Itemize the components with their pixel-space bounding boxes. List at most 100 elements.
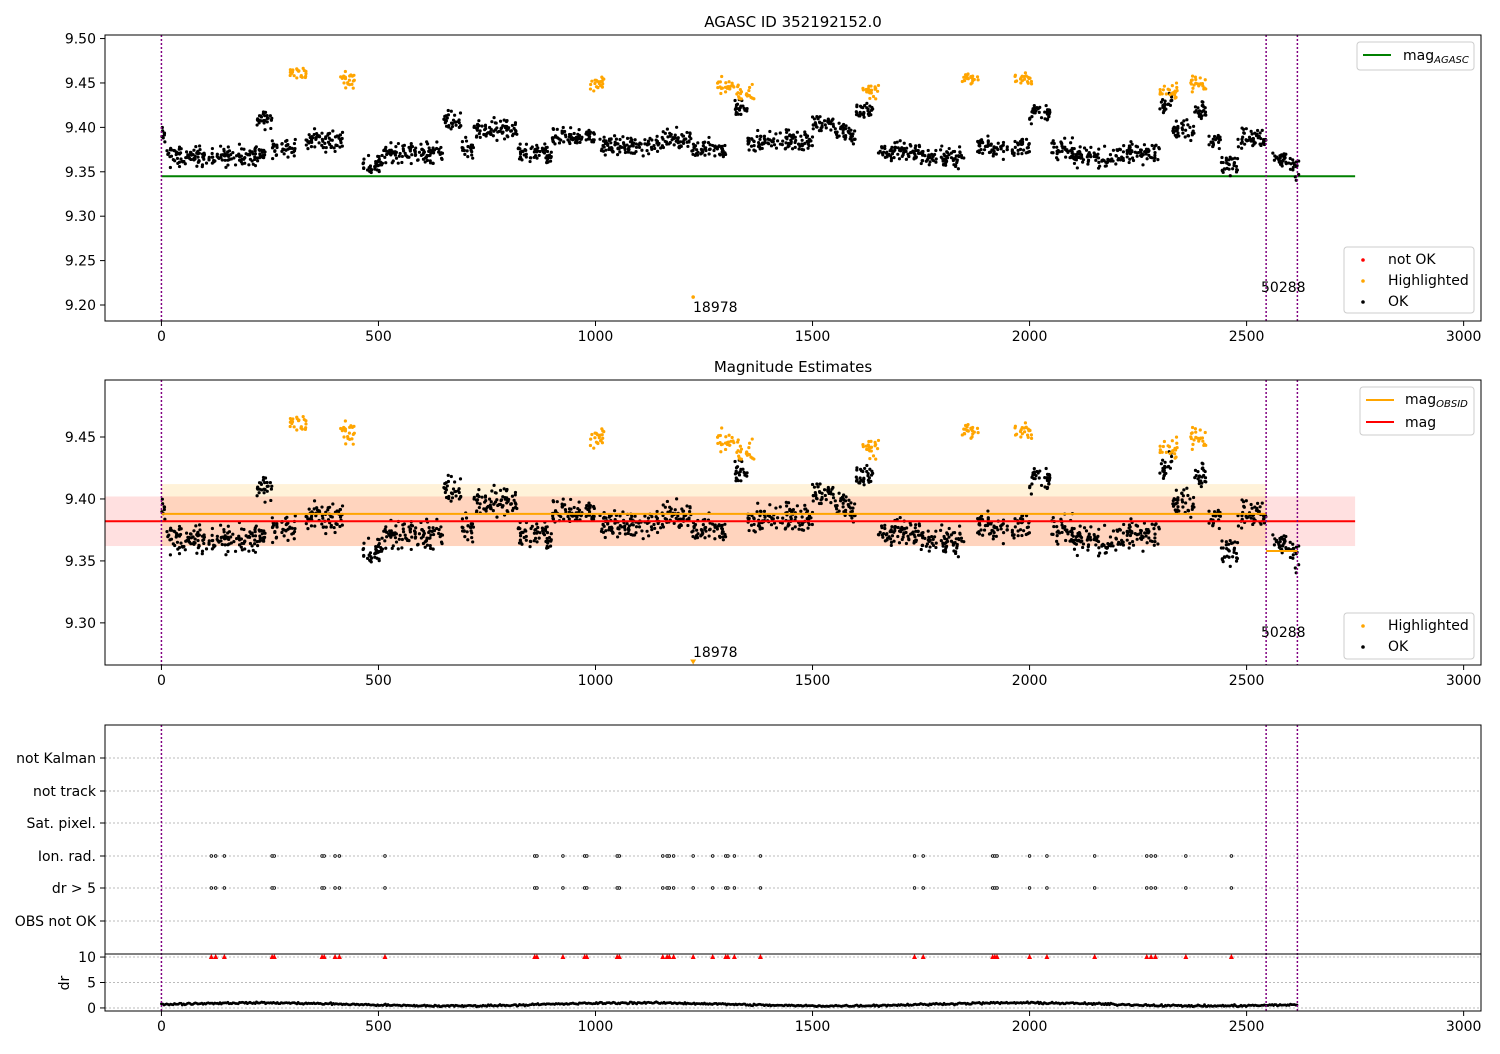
ok-point <box>1026 526 1029 529</box>
ok-point <box>163 506 166 509</box>
ok-point <box>176 157 179 160</box>
ok-point <box>785 131 788 134</box>
ok-point <box>618 138 621 141</box>
ok-point <box>425 140 428 143</box>
ok-point <box>934 546 937 549</box>
ok-point <box>692 529 695 532</box>
ok-point <box>339 139 342 142</box>
highlighted-point <box>1030 82 1033 85</box>
ok-point <box>677 136 680 139</box>
ok-point <box>787 144 790 147</box>
ok-point <box>447 474 450 477</box>
ok-point <box>440 157 443 160</box>
ok-point <box>201 165 204 168</box>
ok-point <box>196 534 199 537</box>
ok-point <box>1020 515 1023 518</box>
ok-point <box>1242 500 1245 503</box>
ok-point <box>1129 517 1132 520</box>
highlighted-point <box>866 448 869 451</box>
highlighted-point <box>751 437 754 440</box>
ok-point <box>1047 482 1050 485</box>
ok-point <box>461 140 464 143</box>
ok-point <box>686 524 689 527</box>
highlighted-point <box>716 82 719 85</box>
ok-point <box>709 528 712 531</box>
ok-point <box>679 523 682 526</box>
ok-point <box>1211 141 1214 144</box>
ok-point <box>1083 146 1086 149</box>
ok-point <box>789 515 792 518</box>
ok-point <box>834 499 837 502</box>
flag-event-marker <box>273 855 276 858</box>
ok-point <box>722 149 725 152</box>
ok-point <box>558 141 561 144</box>
ok-point <box>263 128 266 131</box>
ok-point <box>1109 535 1112 538</box>
ok-point <box>1128 530 1131 533</box>
ok-point <box>986 509 989 512</box>
ok-point <box>269 481 272 484</box>
highlighted-point <box>301 428 304 431</box>
highlighted-point <box>1173 452 1176 455</box>
ok-point <box>797 528 800 531</box>
ok-point <box>801 515 804 518</box>
ok-point <box>935 542 938 545</box>
highlighted-point <box>874 97 877 100</box>
highlighted-point <box>1165 92 1168 95</box>
ok-point <box>1017 152 1020 155</box>
ok-point <box>1228 168 1231 171</box>
ok-point <box>914 523 917 526</box>
ok-point <box>880 524 883 527</box>
ok-point <box>519 150 522 153</box>
ok-point <box>313 145 316 148</box>
ok-point <box>1000 523 1003 526</box>
y-tick-label: 9.25 <box>65 254 96 270</box>
ok-point <box>955 154 958 157</box>
ok-point <box>716 147 719 150</box>
highlighted-point <box>735 92 738 95</box>
ok-point <box>226 154 229 157</box>
ok-point <box>954 550 957 553</box>
ok-point <box>920 531 923 534</box>
flag-event-marker <box>586 855 589 858</box>
ok-point <box>1002 158 1005 161</box>
ok-point <box>722 538 725 541</box>
legend-highlighted-label: Highlighted <box>1388 618 1469 634</box>
ok-point <box>1026 532 1029 535</box>
legend-highlighted-label: Highlighted <box>1388 273 1469 289</box>
ok-point <box>669 141 672 144</box>
ok-point <box>445 119 448 122</box>
ok-point <box>914 540 917 543</box>
ok-point <box>1145 528 1148 531</box>
legend-not-ok-marker <box>1361 258 1365 262</box>
highlighted-point <box>963 79 966 82</box>
ok-point <box>737 107 740 110</box>
highlighted-point <box>599 433 602 436</box>
ok-point <box>546 541 549 544</box>
ok-point <box>1128 542 1131 545</box>
ok-point <box>476 123 479 126</box>
ok-point <box>382 149 385 152</box>
ok-point <box>1011 148 1014 151</box>
ok-point <box>1058 531 1061 534</box>
ok-point <box>488 126 491 129</box>
ok-point <box>808 144 811 147</box>
ok-point <box>321 138 324 141</box>
ok-point <box>781 140 784 143</box>
ok-point <box>286 539 289 542</box>
ok-point <box>562 140 565 143</box>
ok-point <box>617 527 620 530</box>
ok-point <box>476 493 479 496</box>
highlighted-point <box>869 84 872 87</box>
ok-point <box>450 110 453 113</box>
ok-point <box>538 536 541 539</box>
ok-point <box>759 510 762 513</box>
highlighted-point <box>870 91 873 94</box>
ok-point <box>665 143 668 146</box>
ok-point <box>424 540 427 543</box>
highlighted-point <box>872 95 875 98</box>
ok-point <box>824 494 827 497</box>
ok-point <box>623 148 626 151</box>
ok-point <box>694 523 697 526</box>
ok-point <box>1174 508 1177 511</box>
